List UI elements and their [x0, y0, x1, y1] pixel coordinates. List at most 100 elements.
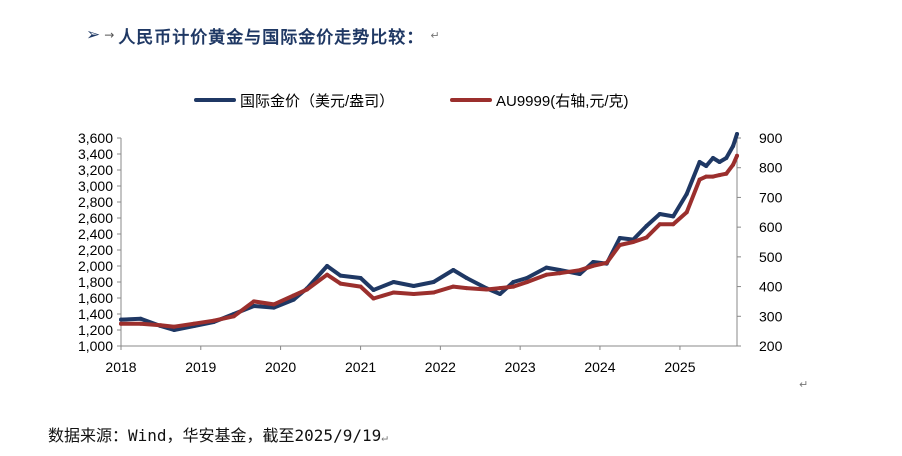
series-2-point	[644, 235, 649, 240]
series-1-point	[119, 317, 123, 322]
series-1-point	[591, 260, 596, 264]
left-tick-label: 1,800	[78, 274, 113, 290]
left-tick-label: 2,400	[78, 226, 113, 242]
left-tick-label: 2,800	[78, 194, 113, 210]
series-1-point	[451, 268, 456, 272]
series-2-point	[211, 318, 216, 323]
left-tick-label: 3,200	[78, 162, 113, 178]
bullet-arrow-icon: ➢	[86, 25, 101, 45]
series-2-point	[305, 287, 309, 292]
source-text: 数据来源：Wind，华安基金，截至2025/9/19	[48, 426, 382, 445]
series-1-point	[291, 297, 296, 302]
left-tick-label: 3,400	[78, 146, 113, 162]
page-title: 人民币计价黄金与国际金价走势比较：	[118, 27, 425, 48]
left-tick-label: 3,000	[78, 178, 113, 194]
series-2-point	[724, 171, 729, 176]
series-2-point	[158, 323, 163, 328]
series-2-point	[591, 263, 596, 268]
series-2-point	[251, 299, 256, 304]
x-tick-label: 2025	[664, 359, 695, 375]
series-1-point	[735, 132, 739, 136]
series-2-point	[358, 284, 363, 289]
series-1-point	[711, 156, 715, 160]
series-2-point	[735, 153, 739, 158]
series-1-point	[464, 276, 469, 280]
x-tick-label: 2021	[345, 359, 376, 375]
left-tick-label: 1,400	[78, 306, 113, 322]
series-2-point	[524, 280, 529, 285]
series-1-point	[731, 144, 736, 148]
series-2-point	[617, 243, 622, 247]
series-line-2	[119, 153, 739, 329]
series-2-point	[631, 240, 636, 244]
series-1-point	[172, 328, 177, 332]
series-2-point	[498, 286, 502, 291]
chart-heading: ➢ → 人民币计价黄金与国际金价走势比较： ↵	[86, 22, 440, 48]
series-2-point	[577, 268, 582, 273]
series-1-point	[431, 280, 436, 284]
series-1-point	[391, 280, 396, 284]
series-2-point	[731, 162, 736, 167]
right-tick-label: 300	[759, 308, 783, 324]
series-1-point	[411, 284, 416, 288]
legend-label-2: AU9999(右轴,元/克)	[496, 93, 629, 110]
series-1-point	[138, 316, 143, 321]
series-2-point	[291, 293, 296, 298]
series-2-point	[704, 174, 709, 179]
series-2-point	[717, 173, 722, 178]
series-1-point	[697, 160, 702, 164]
series-2-point	[684, 210, 689, 215]
left-tick-label: 1,200	[78, 322, 113, 338]
series-1-point	[704, 164, 709, 168]
left-tick-label: 2,200	[78, 242, 113, 258]
series-2-point	[138, 321, 143, 326]
x-tick-label: 2019	[185, 359, 216, 375]
series-line-1	[119, 132, 739, 332]
x-tick-label: 2023	[505, 359, 536, 375]
series-1-point	[671, 214, 676, 219]
series-2-point	[484, 287, 489, 292]
series-1-point	[358, 276, 363, 280]
series-2-point	[119, 321, 123, 326]
series-2-point	[544, 272, 549, 277]
left-tick-label: 3,600	[78, 130, 113, 146]
series-2-point	[557, 271, 562, 276]
series-1-point	[717, 160, 722, 164]
right-tick-label: 900	[759, 130, 783, 146]
x-tick-label: 2024	[584, 359, 615, 375]
series-1-point	[724, 156, 729, 160]
series-2-point	[431, 290, 436, 295]
series-2-point	[451, 284, 456, 289]
series-2-point	[325, 272, 330, 277]
series-2-point	[657, 222, 662, 227]
series-2-point	[338, 281, 343, 286]
paragraph-mark-icon: ↵	[381, 431, 388, 444]
x-tick-label: 2022	[425, 359, 456, 375]
right-tick-label: 800	[759, 160, 783, 176]
series-1-point	[684, 192, 689, 196]
left-tick-label: 1,000	[78, 338, 113, 354]
series-1-point	[371, 288, 376, 292]
right-tick-label: 400	[759, 279, 783, 295]
series-2-point	[371, 296, 376, 301]
gold-price-chart: 1,0001,2001,4001,6001,8002,0002,2002,400…	[78, 93, 783, 375]
series-2-point	[697, 177, 702, 182]
series-2-point	[604, 260, 609, 265]
tab-arrow-icon: →	[104, 28, 115, 42]
series-2-point	[671, 222, 676, 227]
series-2-point	[231, 314, 236, 319]
series-1-point	[617, 236, 622, 240]
series-1-point	[511, 280, 516, 284]
left-tick-label: 1,600	[78, 290, 113, 306]
series-2-point	[172, 324, 177, 329]
series-1-point	[657, 212, 662, 216]
series-1-point	[338, 273, 343, 278]
paragraph-mark-icon: ↵	[799, 378, 809, 391]
legend-label-1: 国际金价（美元/盎司）	[240, 93, 394, 110]
series-1-point	[271, 305, 276, 310]
right-tick-label: 200	[759, 338, 783, 354]
series-2-point	[464, 286, 469, 291]
source-note: 数据来源：Wind，华安基金，截至2025/9/19↵	[48, 422, 388, 446]
x-tick-label: 2020	[265, 359, 296, 375]
series-2-point	[391, 290, 396, 295]
